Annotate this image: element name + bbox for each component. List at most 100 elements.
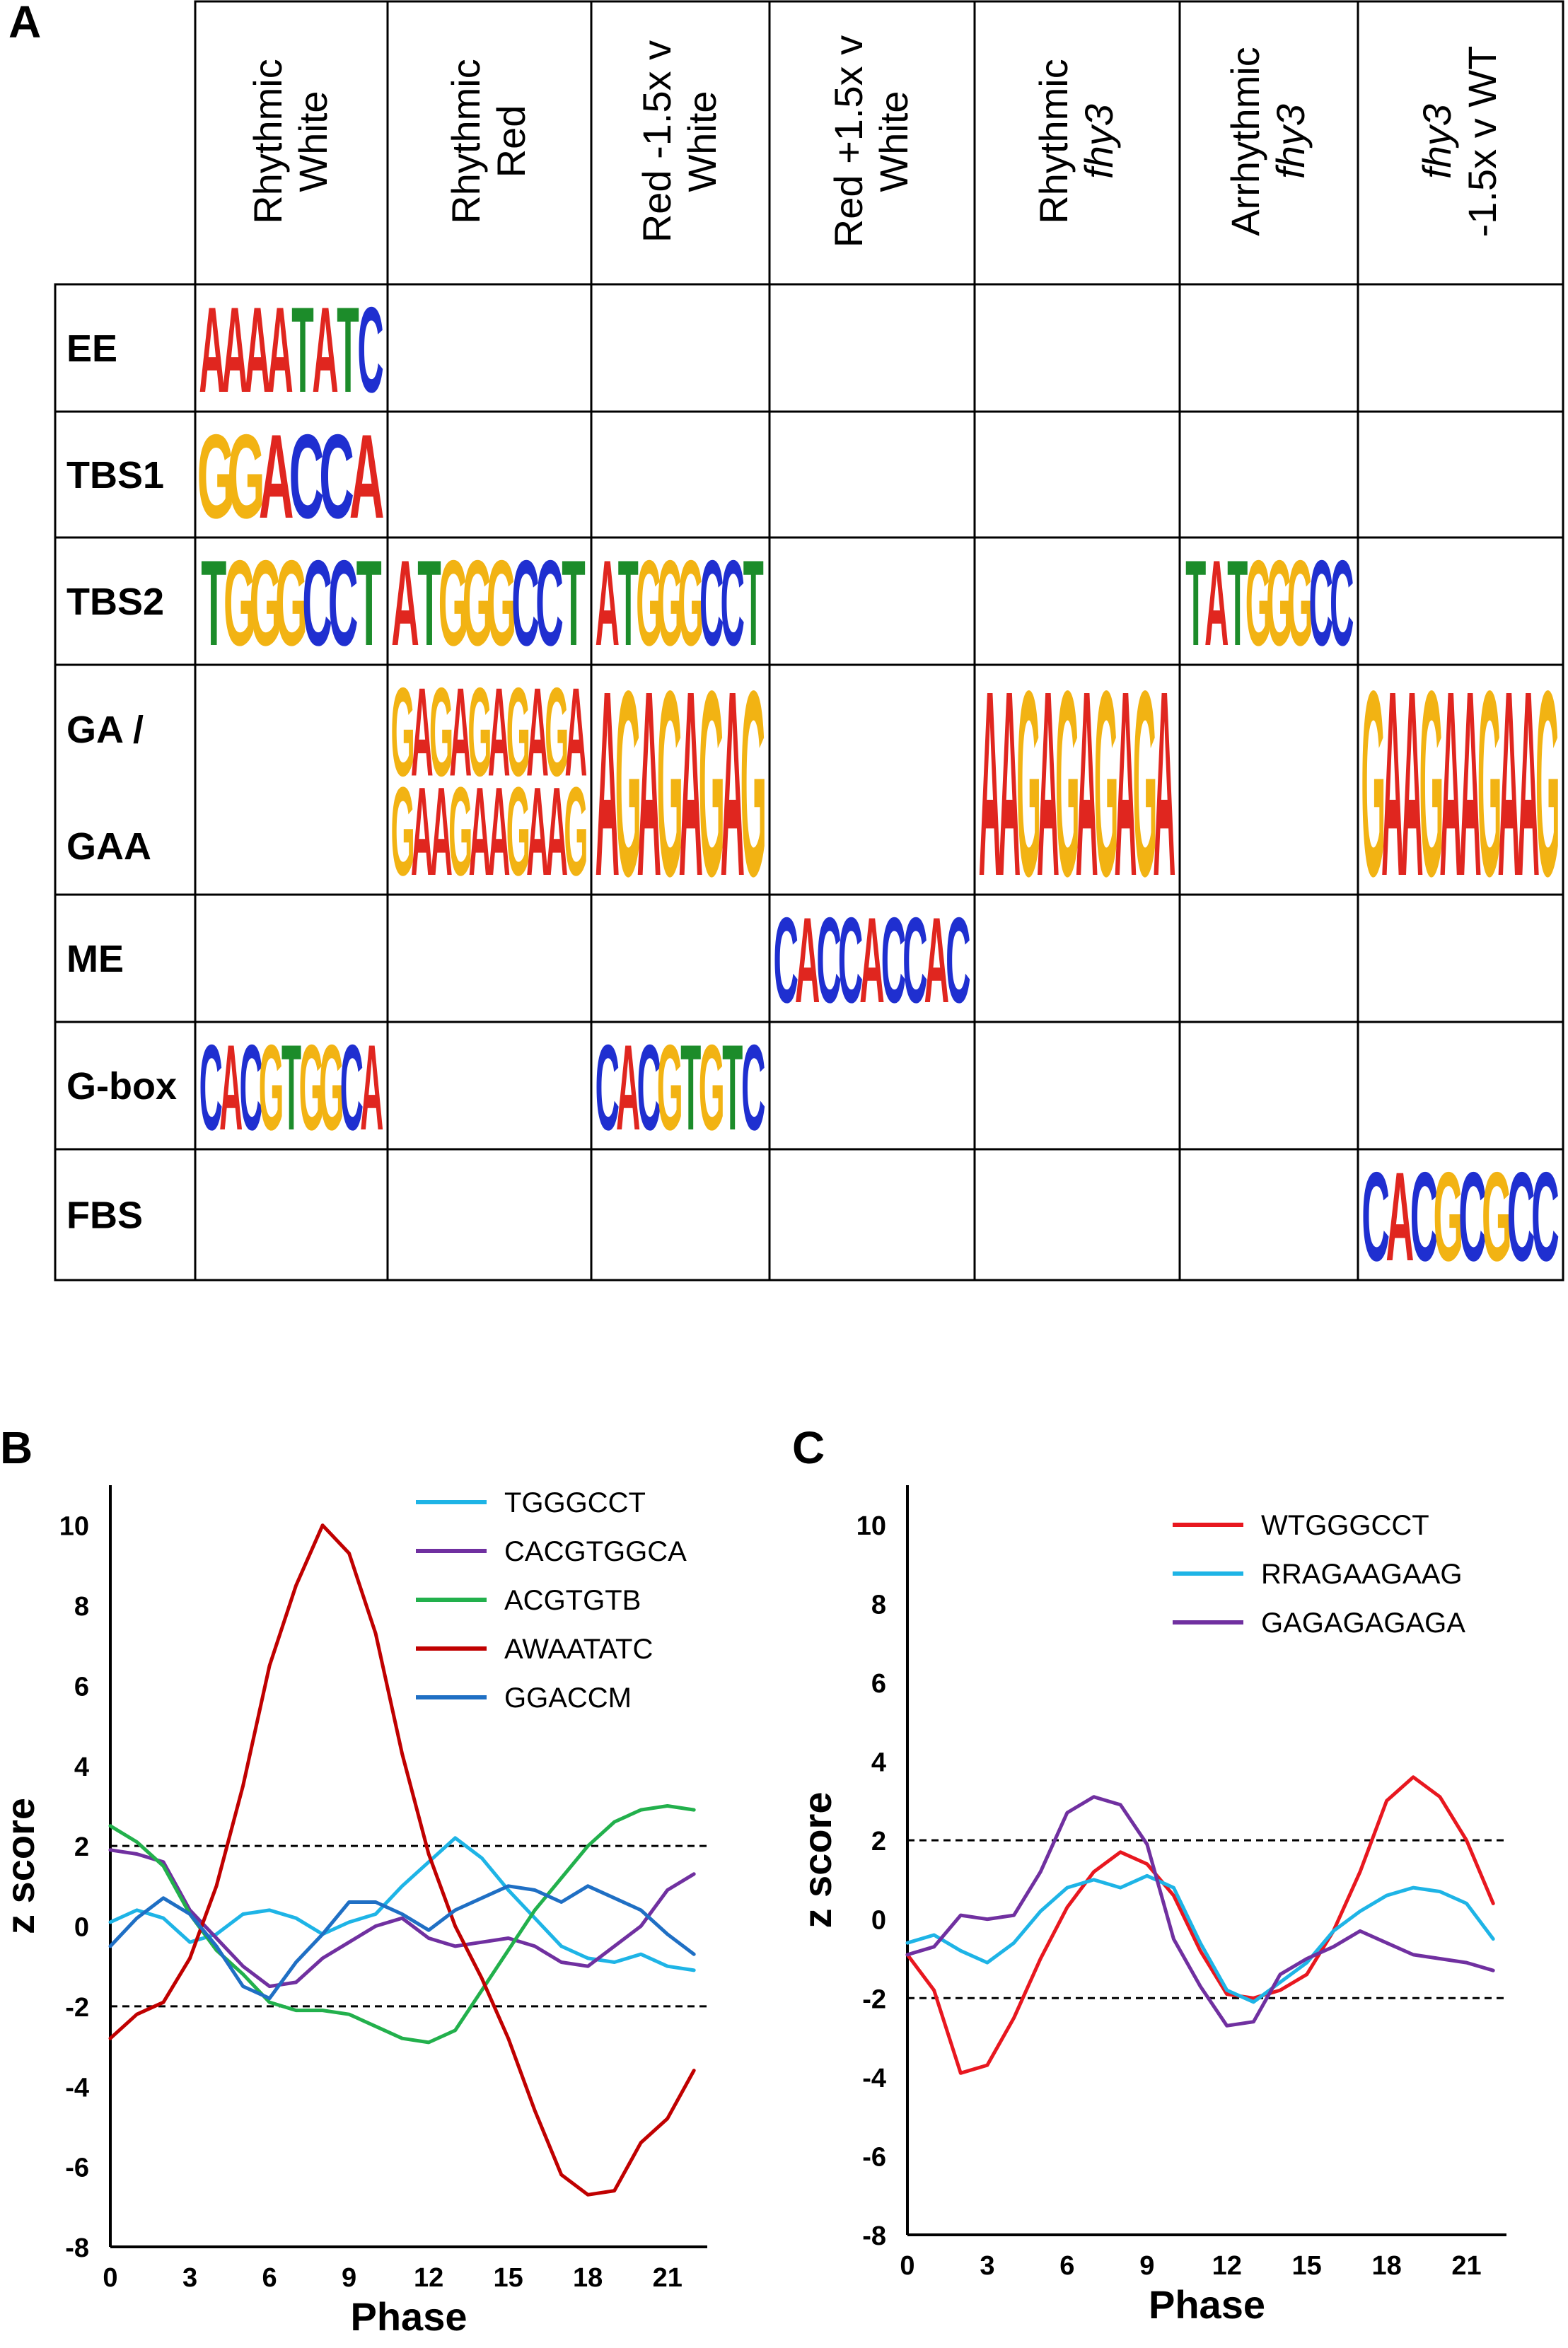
- logo-letter: A: [219, 1019, 243, 1156]
- column-header-line2: White: [291, 91, 335, 192]
- logo-letter: A: [526, 760, 549, 902]
- sequence-logo-6: GAGAGAGAGA: [391, 661, 588, 803]
- y-tick-label: 8: [871, 1590, 886, 1620]
- logo-letter: A: [430, 760, 453, 902]
- logo-letter: A: [199, 281, 225, 417]
- logo-letter: C: [1330, 535, 1354, 671]
- column-header-line2: fhy3: [1268, 104, 1313, 179]
- series-line-WTGGGCCT: [905, 1775, 1495, 2075]
- logo-letter: G: [545, 661, 569, 803]
- logo-letter: A: [488, 661, 511, 803]
- logo-letter: A: [1439, 637, 1462, 931]
- logo-letter: G: [227, 410, 265, 544]
- logo-letter: A: [221, 281, 248, 417]
- x-tick-label: 6: [262, 2263, 277, 2293]
- logo-letter: G: [487, 535, 517, 672]
- row-label-5: G-box: [66, 1065, 177, 1108]
- logo-letter: T: [562, 535, 585, 672]
- logo-letter: C: [319, 410, 354, 544]
- y-tick-label: 4: [74, 1753, 89, 1782]
- logo-letter: T: [722, 1020, 743, 1156]
- logo-letter: A: [596, 637, 620, 931]
- x-tick-label: 21: [653, 2263, 683, 2293]
- x-tick-label: 12: [414, 2263, 443, 2293]
- logo-letter: A: [1037, 637, 1059, 931]
- column-header-6: fhy3 -1.5x v WT: [1415, 46, 1504, 238]
- x-tick-label: 0: [103, 2263, 117, 2293]
- motif-cell-r4-c0: [194, 893, 389, 1023]
- logo-letter: C: [199, 1019, 223, 1156]
- x-tick-label: 21: [1451, 2251, 1481, 2281]
- logo-letter: G: [1016, 637, 1040, 931]
- logo-letter: G: [699, 1020, 725, 1156]
- logo-letter: G: [275, 535, 308, 672]
- motif-cell-r1-c4: [973, 410, 1181, 539]
- logo-letter: G: [429, 661, 453, 803]
- column-header-line2: White: [871, 91, 916, 192]
- logo-letter: G: [657, 637, 683, 931]
- logo-letter: G: [1055, 637, 1079, 931]
- x-tick-label: 9: [1139, 2251, 1154, 2281]
- logo-letter: C: [773, 892, 798, 1028]
- logo-letter: G: [197, 410, 236, 544]
- motif-cell-r3-c3: [768, 663, 976, 896]
- logo-letter: G: [506, 661, 530, 803]
- x-tick-label: 15: [494, 2263, 523, 2293]
- y-tick-label: 0: [74, 1913, 89, 1943]
- column-header-1: Rhythmic Red: [443, 59, 533, 223]
- logo-letter: G: [299, 1019, 325, 1156]
- legend-label: WTGGGCCT: [1261, 1510, 1429, 1541]
- logo-letter: C: [637, 1020, 661, 1156]
- column-header-line2: -1.5x v WT: [1460, 46, 1504, 238]
- row-label-0: EE: [66, 327, 117, 370]
- row-label-3: GA /: [66, 709, 144, 751]
- logo-letter: A: [859, 892, 884, 1028]
- logo-letter: C: [1507, 1146, 1535, 1288]
- column-header-line1: Red -1.5x v: [634, 40, 679, 243]
- y-tick-label: 2: [871, 1827, 886, 1856]
- x-axis-label: Phase: [1149, 2282, 1265, 2327]
- panel-c-letter: C: [792, 1422, 825, 1473]
- logo-letter: G: [636, 535, 662, 671]
- logo-letter: A: [1381, 637, 1404, 931]
- logo-letter: C: [946, 892, 970, 1028]
- logo-letter: A: [411, 760, 434, 902]
- logo-letter: C: [1361, 1146, 1390, 1288]
- logo-letter: T: [281, 1019, 301, 1156]
- logo-letter: G: [678, 535, 704, 671]
- logo-letter: T: [743, 535, 764, 671]
- logo-letter: G: [1361, 637, 1386, 931]
- logo-letter: A: [360, 1019, 383, 1156]
- logo-letter: G: [1482, 1146, 1512, 1288]
- logo-letter: G: [657, 1020, 683, 1156]
- logo-letter: A: [545, 760, 568, 902]
- x-tick-label: 3: [980, 2251, 994, 2281]
- motif-cell-r0-c1: [386, 283, 593, 413]
- legend-label: ACGTGTB: [504, 1585, 641, 1616]
- motif-cell-r1-c1: [386, 410, 593, 539]
- logo-letter: A: [1401, 637, 1424, 931]
- motif-cell-r6-c5: [1178, 1148, 1359, 1281]
- logo-letter: G: [1266, 535, 1292, 671]
- logo-letter: A: [411, 661, 434, 803]
- row-label-1: TBS1: [66, 454, 164, 496]
- logo-letter: T: [337, 281, 359, 417]
- series-line-GAGAGAGAGA: [905, 1795, 1495, 2028]
- logo-letter: A: [469, 760, 492, 902]
- column-header-line2: White: [680, 91, 724, 192]
- x-tick-label: 18: [573, 2263, 603, 2293]
- y-tick-label: -6: [65, 2154, 89, 2183]
- motif-cell-r6-c2: [590, 1148, 771, 1281]
- logo-letter: C: [328, 535, 359, 672]
- x-tick-label: 9: [342, 2263, 356, 2293]
- column-header-5: Arrhythmic fhy3: [1223, 47, 1313, 236]
- logo-letter: G: [391, 760, 415, 902]
- series-line-RRAGAAGAAG: [905, 1873, 1495, 2004]
- motif-cell-r0-c6: [1357, 283, 1564, 413]
- logo-letter: G: [699, 637, 725, 931]
